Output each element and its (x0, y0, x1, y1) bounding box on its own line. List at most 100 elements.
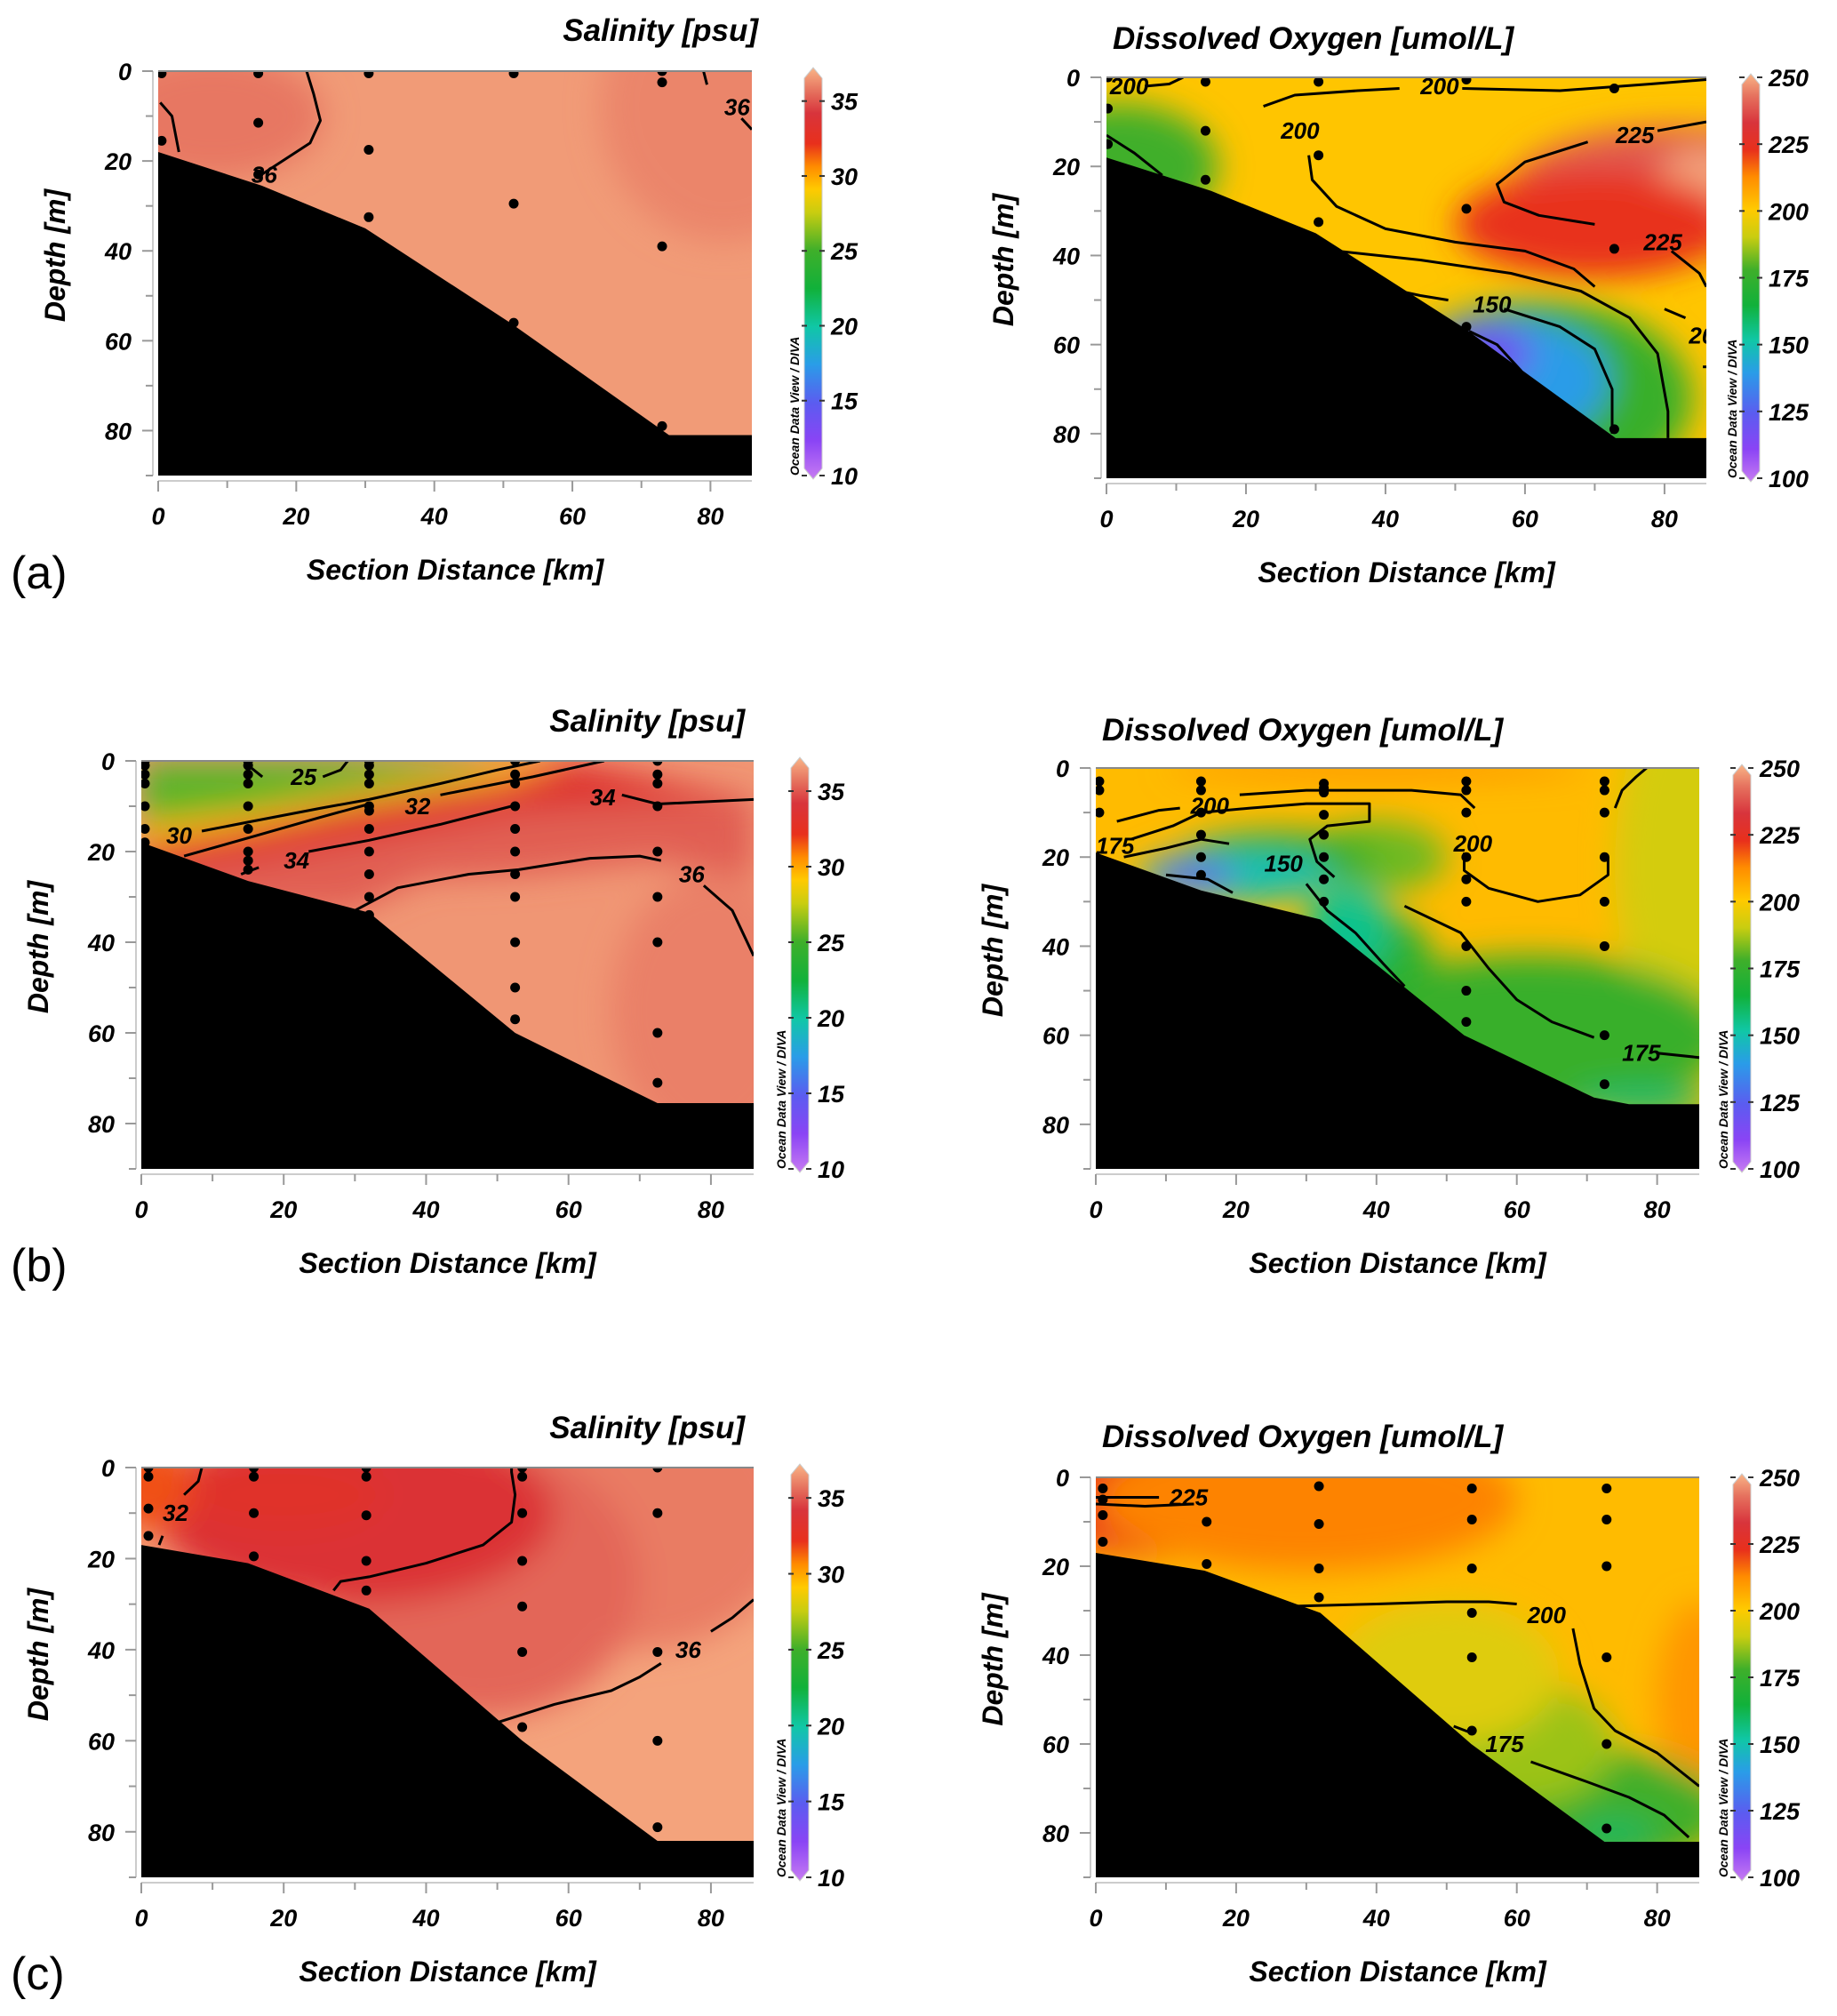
x-tick-label: 0 (1099, 506, 1113, 532)
station-sample-point (517, 1556, 528, 1566)
colorbar-tick-label: 175 (1760, 956, 1801, 983)
station-sample-point (363, 805, 374, 816)
station-sample-point (243, 855, 253, 866)
station-sample-point (652, 769, 663, 780)
seafloor-bathymetry (1096, 1553, 1699, 1877)
colorbar: 10 15 20 25 30 35 Ocean Data View / DIVA (774, 1463, 845, 1892)
colorbar-tick-label: 175 (1769, 266, 1809, 292)
field-blob (158, 71, 324, 180)
contour-line-125 (1165, 873, 1234, 894)
station-sample-point (1195, 829, 1206, 840)
x-axis-label: Section Distance [km] (1249, 1956, 1547, 1988)
station-sample-point (363, 212, 374, 222)
station-sample-point (510, 1014, 521, 1025)
colorbar-tick-label: 30 (818, 1562, 844, 1588)
colorbar-tick-label: 15 (818, 1789, 845, 1816)
contour-label: 200 (1109, 73, 1149, 100)
y-axis-label: Depth [m] (977, 1592, 1009, 1726)
station-sample-point (1609, 84, 1619, 94)
station-sample-point (1202, 1516, 1212, 1527)
contour-line-200 (1307, 155, 1596, 288)
station-sample-point (253, 169, 264, 180)
station-sample-point (1319, 829, 1330, 840)
contour-label: 175 (1622, 1040, 1661, 1067)
station-sample-point (1466, 1652, 1477, 1662)
station-sample-point (1601, 1484, 1612, 1493)
field-blob (600, 71, 752, 243)
x-tick-label: 80 (697, 503, 723, 530)
contour-label: 36 (724, 93, 750, 120)
colorbar-tick-label: 200 (1768, 198, 1809, 225)
contour-label: 200 (1280, 117, 1320, 144)
y-tick-label: 60 (1042, 1023, 1069, 1050)
station-sample-point (143, 1531, 154, 1541)
station-sample-point (652, 1822, 663, 1833)
x-tick-label: 20 (269, 1905, 297, 1932)
y-tick-label: 40 (1042, 1643, 1069, 1669)
station-sample-point (1319, 852, 1330, 862)
station-sample-point (652, 937, 663, 948)
x-tick-label: 0 (134, 1905, 148, 1932)
x-tick-label: 0 (134, 1196, 148, 1223)
colorbar-tick-label: 125 (1760, 1798, 1801, 1825)
station-sample-point (510, 769, 521, 780)
panel-b-salinity: Salinity [psu] 25 30 32 34 34 36 0 20 40 60 80 0 20 40… (22, 704, 845, 1279)
colorbar-tick-label: 100 (1760, 1156, 1800, 1183)
software-credit: Ocean Data View / DIVA (1725, 340, 1739, 478)
station-sample-point (1466, 1725, 1477, 1736)
station-sample-point (1461, 874, 1472, 884)
contour-line-150 (1503, 308, 1614, 434)
station-sample-point (1599, 1079, 1609, 1090)
axes: 0 20 40 60 80 0 20 40 60 80 Section Distance [km] D… (977, 1465, 1699, 1988)
station-sample-point (1466, 1515, 1477, 1524)
colorbar-tick-label: 250 (1768, 65, 1809, 92)
x-tick-label: 20 (269, 1196, 297, 1223)
contour-line-36 (740, 117, 752, 131)
y-tick-label: 60 (1042, 1732, 1069, 1758)
x-tick-label: 60 (555, 1905, 582, 1932)
field-blob (141, 1468, 192, 1532)
station-sample-point (517, 1468, 528, 1473)
station-sample-point (1599, 940, 1609, 951)
software-credit: Ocean Data View / DIVA (1716, 1030, 1730, 1169)
station-sample-point (652, 1508, 663, 1518)
contour-line-36 (702, 71, 708, 85)
station-sample-point (1319, 788, 1330, 798)
station-sample-point (1601, 1561, 1612, 1572)
station-sample-point (1461, 896, 1472, 907)
axes: 0 20 40 60 80 0 20 40 60 80 Section Distance [km] D… (977, 756, 1699, 1279)
station-sample-point (1098, 1494, 1108, 1505)
x-tick-label: 60 (555, 1196, 582, 1223)
station-sample-point (1106, 103, 1114, 114)
x-tick-label: 40 (1362, 1196, 1390, 1223)
axes: 0 20 40 60 80 0 20 40 60 80 Section Distance [km] D… (987, 65, 1706, 588)
field-blob (184, 1468, 384, 1532)
station-sample-point (657, 241, 667, 252)
y-tick-label: 20 (87, 839, 115, 866)
x-tick-label: 20 (282, 503, 309, 530)
y-tick-label: 60 (88, 1728, 115, 1755)
station-sample-point (508, 317, 519, 328)
station-sample-point (1601, 1739, 1612, 1749)
colorbar-scale (1741, 73, 1761, 483)
contour-line-32 (183, 1468, 204, 1496)
y-tick-label: 20 (1042, 844, 1069, 871)
colorbar-tick-label: 200 (1759, 889, 1800, 916)
x-tick-label: 60 (559, 503, 586, 530)
colorbar: 100 125 150 175 200 225 250 Ocean Data View / D… (1716, 756, 1801, 1183)
station-sample-point (363, 846, 374, 857)
station-sample-point (657, 77, 667, 88)
field-blob (1096, 1477, 1517, 1571)
contour-line-200 (1613, 768, 1648, 809)
station-sample-point (652, 1468, 663, 1473)
station-sample-point (510, 869, 521, 879)
station-sample-point (1195, 776, 1206, 787)
contour-line-200 (1462, 78, 1706, 92)
field-smooth (141, 1468, 754, 1718)
station-sample-point (652, 1077, 663, 1088)
colorbar-tick-label: 125 (1769, 399, 1809, 426)
station-sample-point (517, 1508, 528, 1518)
colorbar-tick-label: 25 (830, 238, 859, 265)
